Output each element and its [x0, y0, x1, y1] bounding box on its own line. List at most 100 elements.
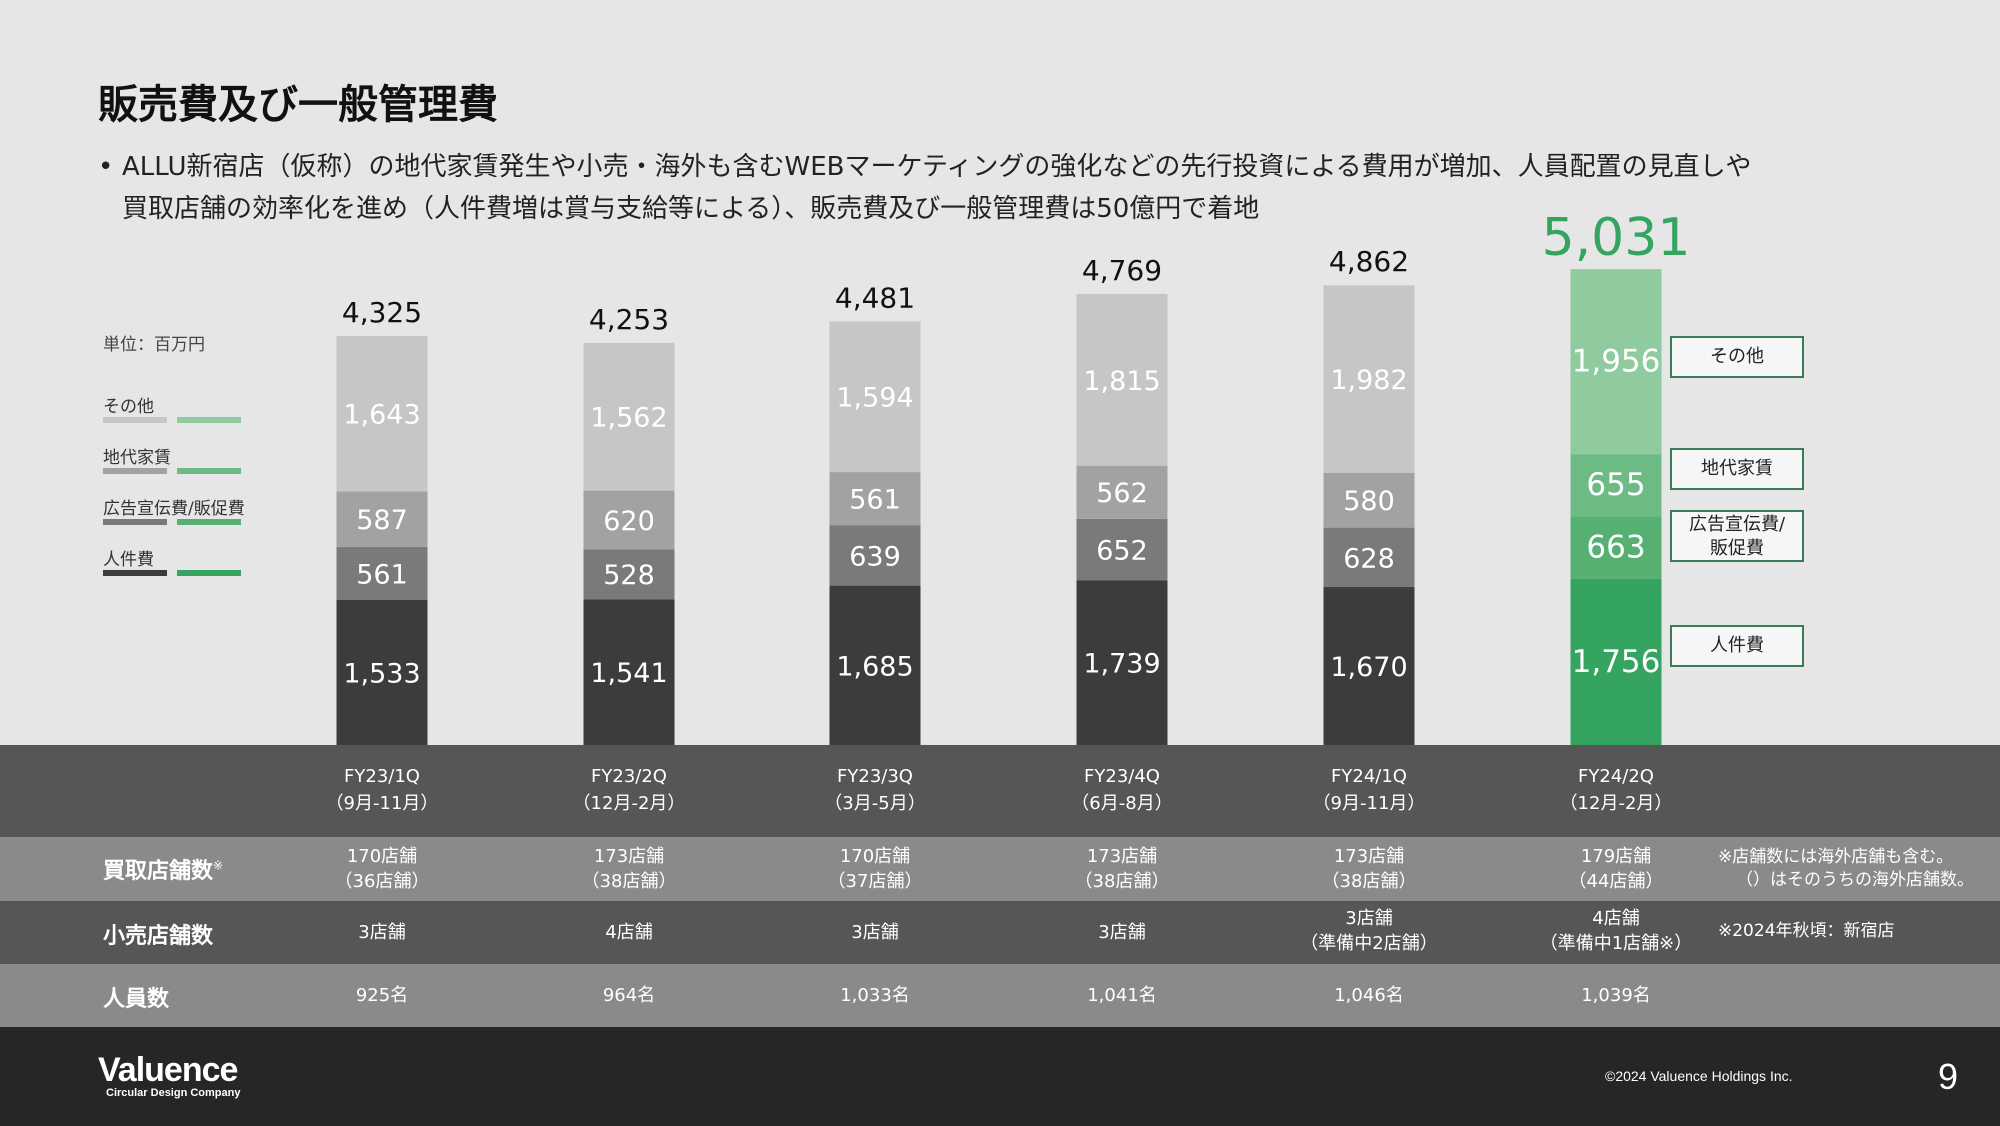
period-cell: FY23/2Q （12月-2月） — [572, 766, 686, 814]
buy-stores-label: 買取店舗数※ — [103, 858, 224, 884]
bar-value-label: 1,643 — [343, 400, 420, 431]
headcount-cell: 925名 — [355, 985, 409, 1006]
legend-label: 地代家賃 — [103, 448, 171, 468]
bar-segment — [1323, 472, 1415, 528]
period-cell: FY23/4Q （6月-8月） — [1071, 766, 1173, 814]
retail-stores-cell: 3店舗 （準備中2店舗） — [1300, 908, 1438, 954]
stacked-bar-chart: 1,533 561 587 1,643 4,325 1,541 528 620 1,562 4,2… — [336, 208, 1694, 745]
retail-stores-label: 小売店舗数 — [103, 924, 214, 949]
bar-segment — [1570, 269, 1662, 455]
summary-bullet: • ALLU新宿店（仮称）の地代家賃発生や小売・海外も含むWEBマーケティングの… — [98, 146, 1918, 230]
company-logo: Valuence Circular Design Company — [98, 1051, 241, 1099]
bar-segment — [1076, 518, 1168, 581]
headcount-cell: 1,033名 — [840, 985, 910, 1006]
buy-stores-cell: 179店舗 （44店舗） — [1568, 846, 1664, 892]
bar-value-label: 1,982 — [1330, 365, 1407, 396]
bar-segment — [1323, 527, 1415, 588]
bar-segment — [336, 491, 428, 547]
buy-stores-row — [0, 837, 2000, 901]
bar-segment — [829, 585, 921, 745]
bar-value-label: 561 — [849, 485, 901, 516]
bar-value-label: 1,739 — [1083, 649, 1160, 680]
headcount-label: 人員数 — [103, 987, 170, 1012]
retail-stores-cell: 4店舗 （準備中1店舗※） — [1539, 908, 1693, 954]
buy-stores-cell: 170店舗 （36店舗） — [334, 846, 430, 892]
period-cell: FY24/1Q （9月-11月） — [1312, 766, 1426, 814]
copyright: ©2024 Valuence Holdings Inc. — [1605, 1068, 1793, 1084]
bar-value-label: 528 — [603, 560, 655, 591]
retail-stores-cell: 4店舗 — [605, 922, 653, 943]
callout-advertising: 広告宣伝費/ 販促費 — [1670, 510, 1804, 562]
legend-swatch-green — [177, 468, 241, 474]
bar-value-label: 1,815 — [1083, 366, 1160, 397]
period-cell: FY24/2Q （12月-2月） — [1559, 766, 1673, 814]
bar-value-label: 587 — [356, 505, 408, 536]
bar-segment — [1076, 465, 1168, 519]
legend-swatch-green — [177, 417, 241, 423]
bar-segment — [1323, 285, 1415, 473]
bar-segment — [1076, 580, 1168, 745]
retail-stores-cell: 3店舗 — [1098, 922, 1146, 943]
bar-value-label: 663 — [1586, 530, 1645, 566]
bar-value-label: 620 — [603, 506, 655, 537]
legend-swatch-gray — [103, 519, 167, 525]
bar-segment — [336, 335, 428, 492]
bar-total-label: 4,862 — [1329, 245, 1409, 278]
legend-label: 広告宣伝費/販促費 — [103, 499, 245, 519]
bar-segment — [583, 490, 675, 550]
retail-stores-cell: 3店舗 — [358, 922, 406, 943]
bar-total-label: 4,253 — [589, 303, 669, 336]
bar-value-label: 1,756 — [1572, 644, 1661, 680]
bar-value-label: 628 — [1343, 543, 1395, 574]
legend-swatch-gray — [103, 570, 167, 576]
bar-segment — [829, 472, 921, 526]
bar-value-label: 639 — [849, 541, 901, 572]
bar-segment — [336, 546, 428, 600]
headcount-cell: 1,046名 — [1334, 985, 1404, 1006]
bar-value-label: 655 — [1586, 467, 1645, 503]
callout-other: その他 — [1670, 336, 1804, 378]
legend-label: その他 — [103, 397, 154, 417]
legend-swatch-gray — [103, 468, 167, 474]
legend-swatch-green — [177, 570, 241, 576]
bar-segment — [1570, 578, 1662, 745]
bar-segment — [1570, 516, 1662, 579]
unit-label: 単位：百万円 — [103, 335, 205, 355]
period-cell: FY23/3Q （3月-5月） — [824, 766, 926, 814]
bar-value-label: 1,541 — [590, 658, 667, 689]
bar-segment — [583, 599, 675, 745]
bar-total-label: 4,481 — [835, 281, 915, 314]
bar-segment — [583, 342, 675, 491]
bullet-dot: • — [98, 152, 114, 182]
bar-total-label: 4,325 — [342, 296, 422, 329]
bar-segment — [1323, 587, 1415, 745]
buy-stores-cell: 173店舗 （38店舗） — [1074, 846, 1170, 892]
legend-label: 人件費 — [103, 550, 154, 570]
bar-value-label: 1,562 — [590, 403, 667, 434]
buy-stores-cell: 173店舗 （38店舗） — [581, 846, 677, 892]
page-number: 9 — [1938, 1056, 1959, 1097]
bar-value-label: 1,956 — [1572, 344, 1661, 380]
bar-value-label: 1,533 — [343, 658, 420, 689]
bar-segment — [1076, 293, 1168, 466]
period-cell: FY23/1Q （9月-11月） — [325, 766, 439, 814]
retail-stores-cell: 3店舗 — [851, 922, 899, 943]
retail-stores-row — [0, 901, 2000, 964]
callout-rent: 地代家賃 — [1670, 448, 1804, 490]
bar-value-label: 1,594 — [836, 383, 913, 414]
legend-swatch-green — [177, 519, 241, 525]
bar-segment — [829, 525, 921, 586]
bar-segment — [583, 549, 675, 600]
summary-line-1: ALLU新宿店（仮称）の地代家賃発生や小売・海外も含むWEBマーケティングの強化… — [122, 152, 1752, 182]
headcount-cell: 1,041名 — [1087, 985, 1157, 1006]
buy-stores-note: ※店舗数には海外店舗も含む。 （）はそのうちの海外店舗数。 — [1718, 847, 1974, 890]
legend-swatch-gray — [103, 417, 167, 423]
callout-personnel: 人件費 — [1670, 625, 1804, 667]
summary-line-2: 買取店舗の効率化を進め（人件費増は賞与支給等による）、販売費及び一般管理費は50… — [122, 194, 1260, 224]
footer — [0, 1027, 2000, 1126]
buy-stores-cell: 170店舗 （37店舗） — [827, 846, 923, 892]
headcount-row — [0, 964, 2000, 1027]
buy-stores-cell: 173店舗 （38店舗） — [1321, 846, 1417, 892]
bar-value-label: 580 — [1343, 486, 1395, 517]
bar-value-label: 1,685 — [836, 651, 913, 682]
